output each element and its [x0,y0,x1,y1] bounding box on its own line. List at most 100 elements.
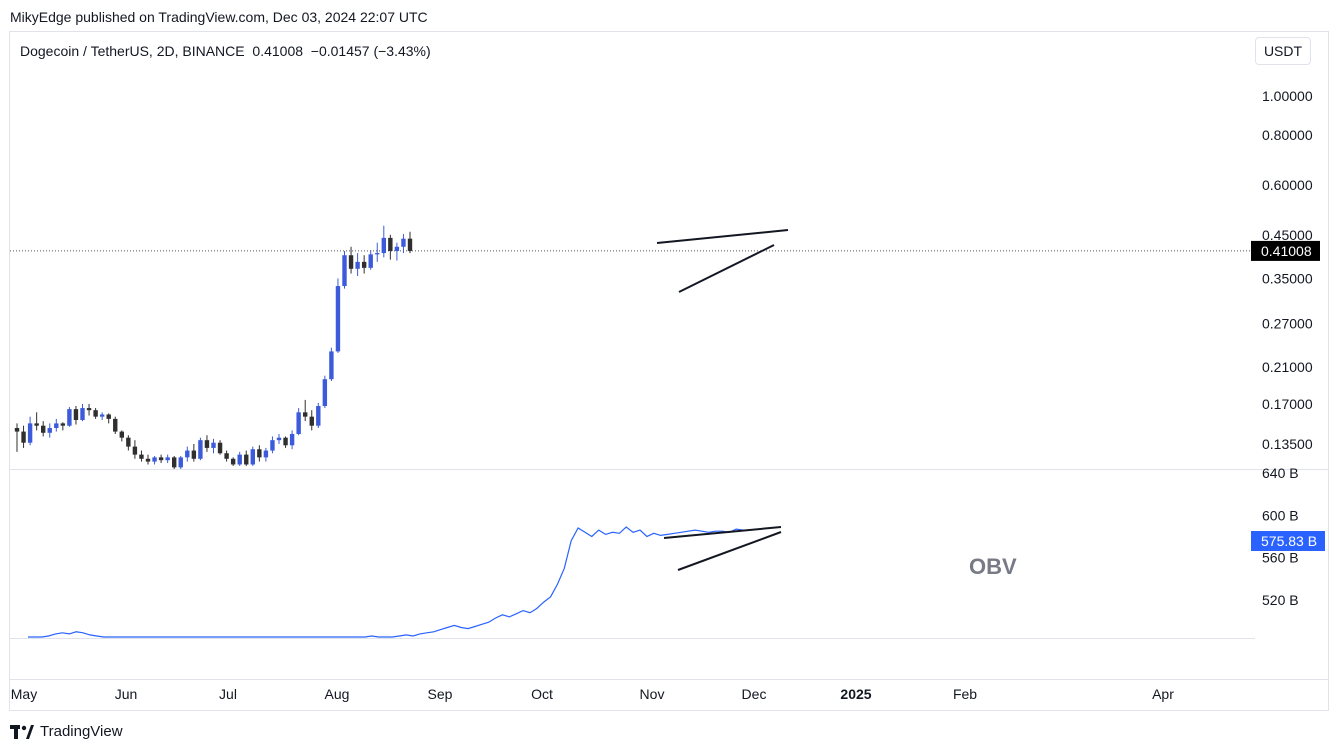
candle-body-down [41,425,46,433]
candle-body-up [27,423,33,443]
price-axis-tick-label: 0.60000 [1262,177,1313,193]
obv-wedge-upper-trendline [663,526,782,539]
current-price-badge [1251,240,1320,261]
candle-body-down [204,440,210,448]
footer-brand-label: TradingView [40,723,123,740]
obv-value-label: 575.83 B [1261,533,1317,549]
symbol-name: Dogecoin / TetherUS, 2D, BINANCE [20,43,245,59]
candle-body-down [60,423,66,426]
price-axis-tick-label: 1.00000 [1262,88,1313,104]
candle-body-down [119,431,124,438]
candle-body-down [158,457,164,461]
candle-body-up [237,454,242,465]
candle-body-up [47,428,52,433]
obv-value-badge [1251,531,1325,551]
candle-body-down [217,442,223,454]
obv-wedge-lower-trendline [677,531,782,571]
candle-body-down [106,414,111,419]
candle-body-down [34,423,39,426]
candle-body-down [86,408,92,411]
candle-body-down [14,428,20,432]
price-axis-tick-label: 0.21000 [1262,359,1313,375]
candle-body-down [145,458,151,462]
candle-body-up [165,457,170,461]
candle-body-up [152,457,157,462]
symbol-change: −0.01457 (−3.43%) [310,43,431,59]
candle-body-down [191,450,197,459]
candle-body-down [244,454,249,465]
candle-body-up [335,286,341,352]
obv-pane-label: OBV [969,554,1017,579]
candle-body-down [361,261,367,268]
time-axis-tick-label: Oct [531,686,553,702]
candle-body-up [263,450,269,458]
candle-body-up [375,253,380,255]
candle-body-up [368,254,373,268]
currency-button[interactable]: USDT [1255,37,1311,65]
time-axis-tick-label: Apr [1152,686,1174,702]
footer-brand: TradingView [10,723,123,740]
candle-body-down [132,446,138,455]
candle-body-down [139,454,144,459]
price-axis-tick-label: 0.17000 [1262,396,1313,412]
candle-body-down [283,437,288,446]
chart-frame [9,31,1329,711]
candle-body-up [270,440,275,451]
candle-body-up [185,450,190,458]
symbol-price: 0.41008 [252,43,304,59]
candle-body-down [388,237,393,251]
candles-group [14,225,413,469]
candle-body-down [73,409,79,420]
candle-body-up [322,379,328,406]
candle-body-down [21,431,26,443]
candle-body-up [289,433,295,446]
time-axis-tick-label: May [11,686,37,702]
time-axis-tick-label: Dec [742,686,767,702]
obv-axis-tick-label: 600 B [1262,507,1299,523]
price-axis-tick-label: 0.35000 [1262,270,1313,286]
candle-body-up [342,255,347,287]
candle-body-up [276,437,282,441]
time-axis-tick-label: Sep [428,686,453,702]
candle-body-down [348,255,354,269]
published-by-line: MikyEdge published on TradingView.com, D… [10,9,428,25]
candle-body-up [80,408,85,420]
price-axis-tick-label: 0.80000 [1262,127,1313,143]
obv-axis-tick-label: 520 B [1262,592,1299,608]
candle-body-up [329,351,334,380]
candle-body-down [126,437,131,447]
candle-body-up [178,457,183,468]
candle-body-down [172,457,177,468]
candle-body-up [316,405,321,426]
symbol-legend: Dogecoin / TetherUS, 2D, BINANCE 0.41008… [20,43,431,59]
wedge-upper-trendline [656,229,789,244]
candle-body-down [407,238,413,251]
candle-body-down [309,416,314,426]
candle-body-up [296,412,301,434]
wedge-lower-trendline [678,244,775,293]
candle-body-down [224,453,229,459]
price-axis-tick-label: 0.45000 [1262,227,1313,243]
tradingview-logo-icon [10,724,34,739]
candle-body-up [211,442,216,448]
time-axis-tick-label: Nov [640,686,665,702]
price-axis-tick-label: 0.27000 [1262,316,1313,332]
candle-body-up [394,246,400,251]
candle-body-up [99,414,105,417]
candle-body-up [381,237,386,254]
candle-body-up [67,409,72,426]
time-axis-tick-label: Aug [325,686,350,702]
time-axis-tick-label: Jul [219,686,237,702]
time-axis-tick-label: 2025 [840,686,871,702]
obv-line [28,526,750,638]
candle-body-up [250,449,255,465]
obv-axis-tick-label: 560 B [1262,550,1299,566]
obv-axis-tick-label: 640 B [1262,465,1299,481]
candle-body-down [113,418,118,432]
current-price-label: 0.41008 [1261,243,1312,259]
time-axis-tick-label: Feb [953,686,977,702]
candle-body-up [54,423,59,429]
candle-body-down [93,410,98,417]
candle-body-down [230,458,236,465]
